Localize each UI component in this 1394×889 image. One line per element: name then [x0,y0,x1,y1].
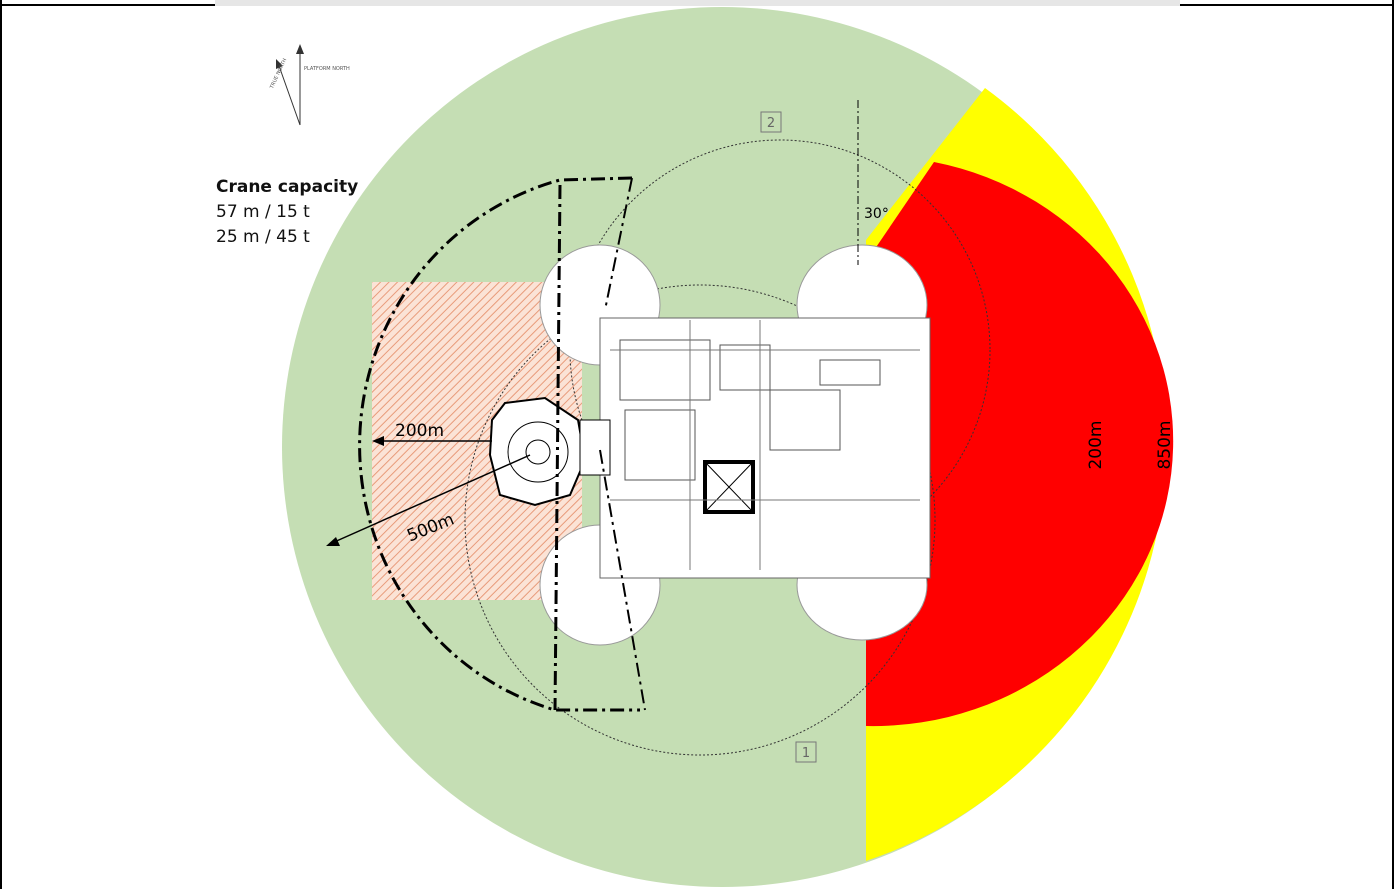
crane-sweep-boundary [358,176,640,712]
crane-1-label: 1 [802,746,810,761]
crane-1-marker [795,741,817,763]
angle-label: 30° [864,206,889,222]
dist-850m-label: 850m [1155,420,1175,469]
crane-capacity-line-2: 25 m / 45 t [216,227,310,247]
top-bar [215,0,1180,6]
crane-capacity-title: Crane capacity [216,177,359,197]
crane-1-radius [464,284,936,756]
arrow-500m [331,454,531,544]
platform-drawing [488,244,931,646]
dist-200m-left-label: 200m [395,421,444,441]
crane-2-marker [760,111,782,133]
platform-north-label: PLATFORM NORTH [304,66,350,72]
dist-200m-right-label: 200m [1086,420,1106,469]
crane-capacity-line-1: 57 m / 15 t [216,202,310,222]
north-arrow-icon: PLATFORM NORTH TRUE NORTH [269,44,350,126]
zone-200m-red [866,162,1174,727]
crane-2-label: 2 [767,116,775,131]
crane-capacity-legend: Crane capacity 57 m / 15 t 25 m / 45 t [216,175,358,250]
